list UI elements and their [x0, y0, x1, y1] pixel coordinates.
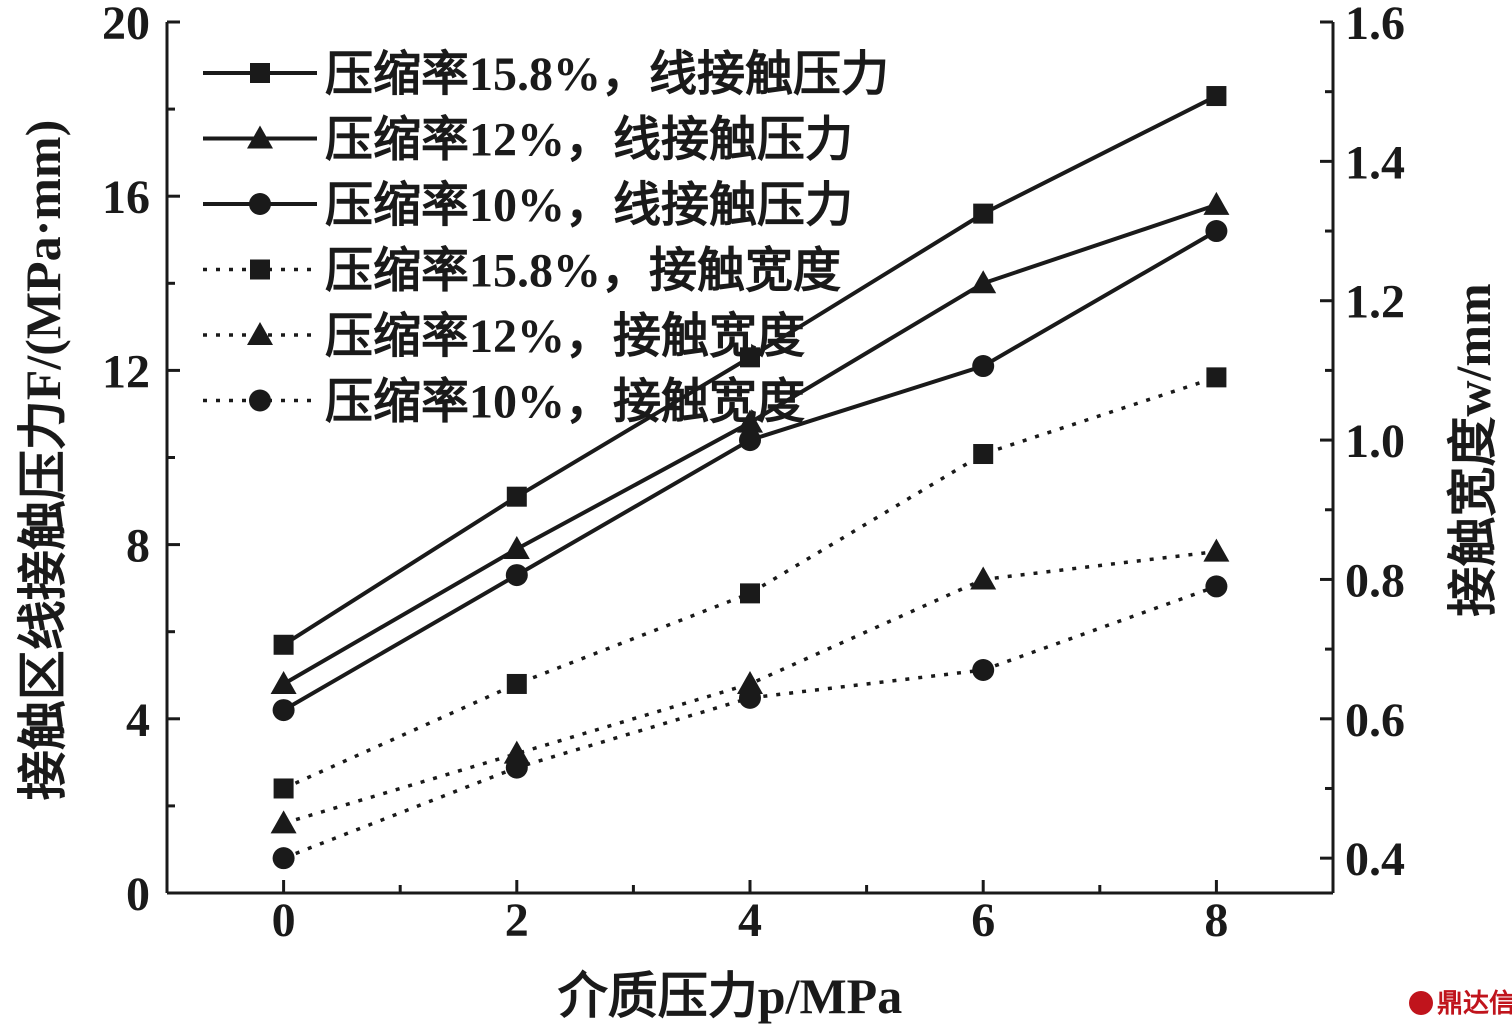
data-point: [506, 486, 527, 507]
x-tick-label: 2: [505, 894, 529, 947]
legend-marker: [250, 259, 270, 280]
y-left-tick-label: 16: [102, 171, 150, 224]
data-point: [506, 673, 527, 694]
data-point: [1205, 220, 1228, 243]
data-point: [1203, 538, 1230, 562]
data-point: [972, 659, 995, 682]
series-layer: [270, 86, 1230, 870]
legend-marker: [247, 125, 273, 149]
data-point: [270, 670, 297, 694]
watermark-logo: 鼎达信: [1409, 989, 1512, 1019]
legend-item: 压缩率10%，接触宽度: [203, 376, 805, 429]
y-left-axis-title: 接触区线接触压力F/(MPa·mm): [15, 120, 71, 800]
y-right-axis-title: 接触宽度w/mm: [1445, 283, 1501, 616]
y-right-tick-label: 1.6: [1345, 0, 1405, 50]
data-point: [505, 564, 528, 587]
legend-marker: [247, 322, 273, 345]
y-right-tick-label: 0.8: [1345, 554, 1405, 607]
y-right-tick-label: 0.4: [1345, 833, 1405, 886]
data-point: [737, 670, 763, 694]
legend-marker: [249, 193, 271, 215]
legend-marker: [249, 389, 271, 412]
legend-item: 压缩率12%，接触宽度: [203, 310, 805, 363]
data-point: [1206, 367, 1227, 388]
legend-item: 压缩率10%，线接触压力: [203, 179, 853, 232]
y-left-tick-label: 12: [102, 345, 150, 398]
axes: 0 2 4 6 8 0 4 8 12 16 20 0.4 0.6 0.8 1.0 1.2 1.4 1.6: [102, 0, 1405, 947]
legend-marker: [250, 63, 270, 83]
series-line: [282, 229, 1218, 712]
data-point: [503, 740, 530, 764]
data-point: [505, 756, 528, 779]
series-2: [270, 191, 1230, 694]
data-point: [503, 535, 530, 559]
data-point: [740, 583, 760, 604]
data-point: [273, 778, 294, 799]
legend-item: 压缩率15.8%，线接触压力: [203, 48, 889, 101]
data-point: [739, 429, 761, 452]
y-right-tick-label: 0.6: [1345, 694, 1405, 747]
y-left-tick-label: 8: [126, 520, 150, 573]
x-tick-label: 8: [1204, 894, 1228, 947]
legend-label: 压缩率15.8%，接触宽度: [325, 245, 841, 298]
y-left-tick-label: 4: [126, 694, 150, 747]
series-line: [283, 549, 1217, 825]
data-point: [739, 686, 761, 709]
data-point: [973, 203, 994, 224]
legend-label: 压缩率10%，接触宽度: [325, 376, 805, 429]
data-point: [1206, 86, 1227, 107]
y-right-tick-label: 1.4: [1345, 136, 1405, 189]
series-6: [272, 575, 1228, 870]
x-tick-label: 0: [272, 894, 296, 947]
data-point: [737, 409, 763, 433]
y-left-tick-label: 20: [102, 0, 150, 50]
watermark-text: 鼎达信: [1437, 989, 1512, 1019]
series-1: [273, 86, 1227, 655]
x-axis-title: 介质压力p/MPa: [558, 968, 902, 1024]
legend-label: 压缩率12%，接触宽度: [325, 310, 805, 363]
series-line: [282, 375, 1217, 791]
watermark-icon: [1409, 991, 1433, 1015]
legend-item: 压缩率12%，线接触压力: [203, 114, 853, 167]
x-tick-label: 6: [971, 894, 995, 947]
series-3: [272, 220, 1228, 722]
data-point: [1203, 191, 1230, 215]
y-left-tick-label: 0: [126, 868, 150, 921]
legend: 压缩率15.8%，线接触压力压缩率12%，线接触压力压缩率10%，线接触压力压缩…: [203, 48, 889, 429]
data-point: [272, 847, 295, 870]
data-point: [970, 270, 997, 294]
legend-label: 压缩率15.8%，线接触压力: [325, 48, 889, 101]
data-point: [740, 347, 760, 368]
series-4: [273, 367, 1227, 799]
y-right-tick-label: 1.2: [1345, 276, 1405, 329]
series-5: [270, 538, 1230, 834]
data-point: [1205, 575, 1228, 598]
legend-label: 压缩率12%，线接触压力: [325, 114, 853, 167]
y-right-tick-label: 1.0: [1345, 415, 1405, 468]
data-point: [972, 355, 995, 378]
data-point: [973, 444, 994, 465]
x-tick-label: 4: [738, 894, 762, 947]
data-point: [273, 634, 294, 655]
data-point: [970, 566, 997, 590]
legend-item: 压缩率15.8%，接触宽度: [203, 245, 841, 298]
data-point: [272, 699, 295, 722]
legend-label: 压缩率10%，线接触压力: [325, 179, 853, 232]
data-point: [270, 810, 297, 834]
